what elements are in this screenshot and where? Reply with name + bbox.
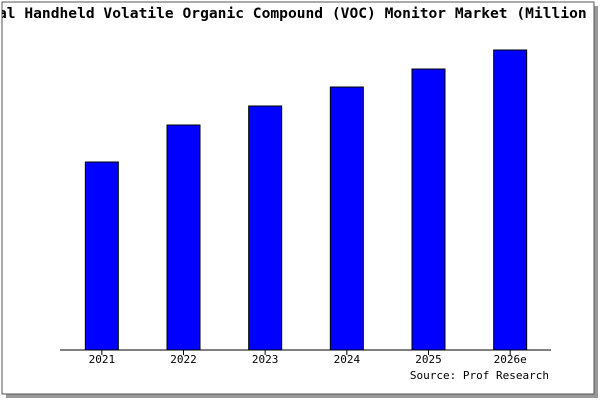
x-tick-label: 2024 — [334, 353, 361, 366]
x-tick-label: 2021 — [89, 353, 116, 366]
chart-title: al Handheld Volatile Organic Compound (V… — [0, 5, 587, 22]
x-tick-label: 2023 — [252, 353, 279, 366]
chart-content: al Handheld Volatile Organic Compound (V… — [0, 5, 587, 22]
x-tick-label: 2026e — [494, 353, 527, 366]
bar — [248, 105, 283, 351]
x-tick-label: 2025 — [415, 353, 442, 366]
x-tick-label: 2022 — [170, 353, 197, 366]
bar — [166, 124, 201, 351]
bar — [84, 161, 119, 351]
bar — [493, 49, 528, 351]
source-note: Source: Prof Research — [410, 369, 549, 382]
bar — [329, 86, 364, 351]
bar — [411, 68, 446, 351]
